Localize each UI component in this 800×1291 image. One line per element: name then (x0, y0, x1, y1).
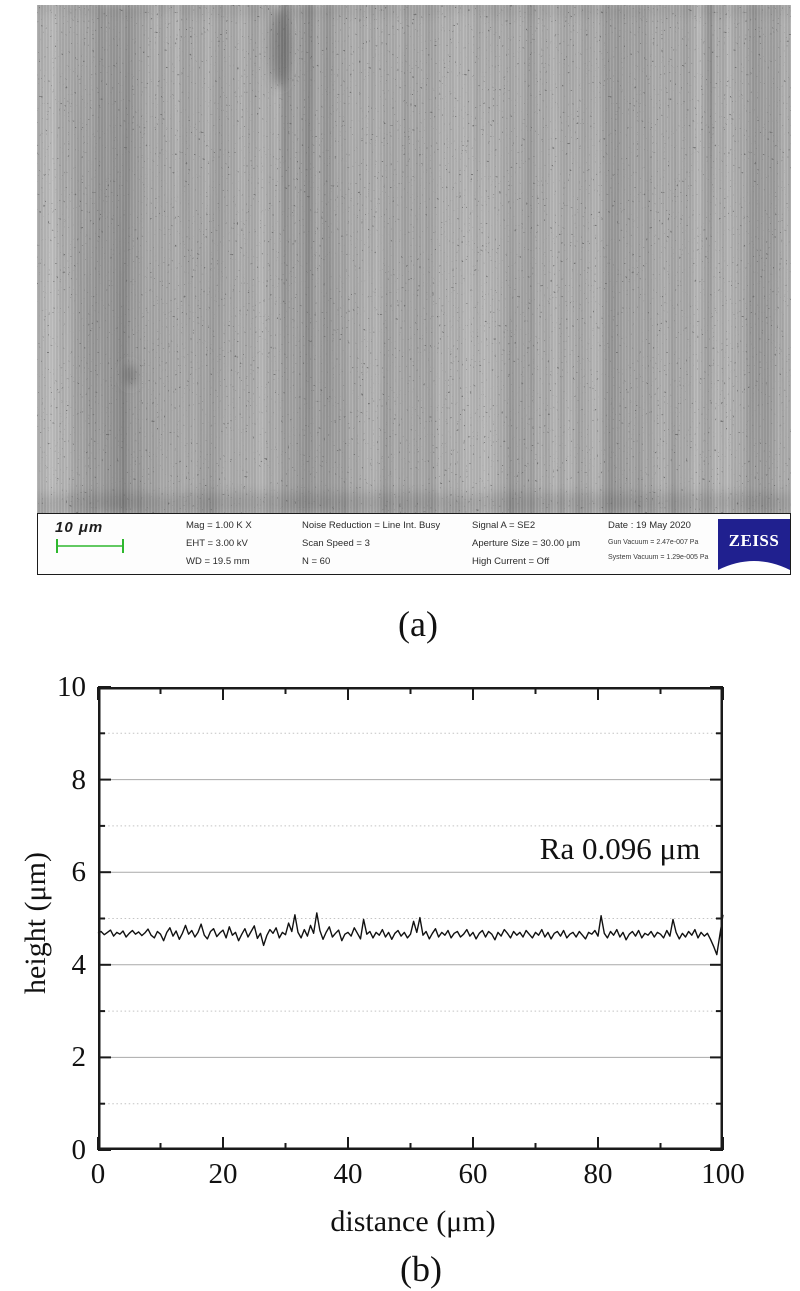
sem-meta-noise: Noise Reduction = Line Int. Busy (302, 520, 441, 531)
sem-micrograph (37, 5, 791, 513)
scale-bar-icon (56, 539, 124, 553)
sem-meta-wd: WD = 19.5 mm (186, 556, 250, 567)
scale-bar-label: 10 μm (55, 519, 104, 536)
x-tick-label: 40 (333, 1158, 363, 1190)
ra-annotation: Ra 0.096 μm (539, 831, 701, 866)
sem-meta-gun-vacuum: Gun Vacuum = 2.47e-007 Pa (608, 539, 699, 546)
x-tick-label: 20 (208, 1158, 238, 1190)
sem-meta-date: Date : 19 May 2020 (608, 520, 691, 531)
zeiss-logo-text: ZEISS (729, 531, 780, 550)
y-tick-label: 4 (71, 948, 87, 981)
sem-figure: 10 μm Mag = 1.00 K X EHT = 3.00 kV WD = … (37, 5, 791, 575)
x-axis-label: distance (μm) (330, 1205, 496, 1238)
x-tick-label: 60 (458, 1158, 488, 1190)
sem-meta-aperture: Aperture Size = 30.00 μm (472, 538, 581, 549)
scale-bar-group: 10 μm (55, 519, 125, 553)
y-tick-label: 10 (57, 671, 86, 703)
sem-meta-signal: Signal A = SE2 (472, 520, 536, 531)
x-tick-label: 100 (701, 1158, 745, 1190)
y-tick-label: 6 (71, 856, 87, 889)
sem-meta-eht: EHT = 3.00 kV (186, 538, 248, 549)
sem-meta-system-vacuum: System Vacuum = 1.29e-005 Pa (608, 554, 709, 561)
caption-a: (a) (398, 604, 438, 644)
y-tick-label: 2 (71, 1041, 87, 1074)
sem-meta-high-current: High Current = Off (472, 556, 550, 567)
height-profile-chart (97, 686, 724, 1151)
y-tick-label: 0 (71, 1134, 87, 1166)
x-tick-label: 0 (90, 1158, 106, 1190)
zeiss-logo: ZEISS (718, 519, 790, 570)
x-tick-label: 80 (583, 1158, 613, 1190)
sem-meta-column-2: Noise Reduction = Line Int. Busy Scan Sp… (302, 517, 440, 571)
sem-meta-mag: Mag = 1.00 K X (186, 520, 252, 531)
sem-meta-column-4: Date : 19 May 2020 Gun Vacuum = 2.47e-00… (608, 517, 708, 565)
y-tick-label: 8 (71, 763, 87, 796)
sem-infobar: 10 μm Mag = 1.00 K X EHT = 3.00 kV WD = … (37, 513, 791, 575)
sem-meta-n: N = 60 (302, 556, 331, 567)
sem-meta-column-1: Mag = 1.00 K X EHT = 3.00 kV WD = 19.5 m… (186, 517, 252, 571)
sem-meta-column-3: Signal A = SE2 Aperture Size = 30.00 μm … (472, 517, 580, 571)
caption-b: (b) (400, 1249, 442, 1289)
sem-texture (37, 5, 791, 513)
y-axis-label: height (μm) (19, 852, 52, 994)
sem-meta-scan-speed: Scan Speed = 3 (302, 538, 370, 549)
